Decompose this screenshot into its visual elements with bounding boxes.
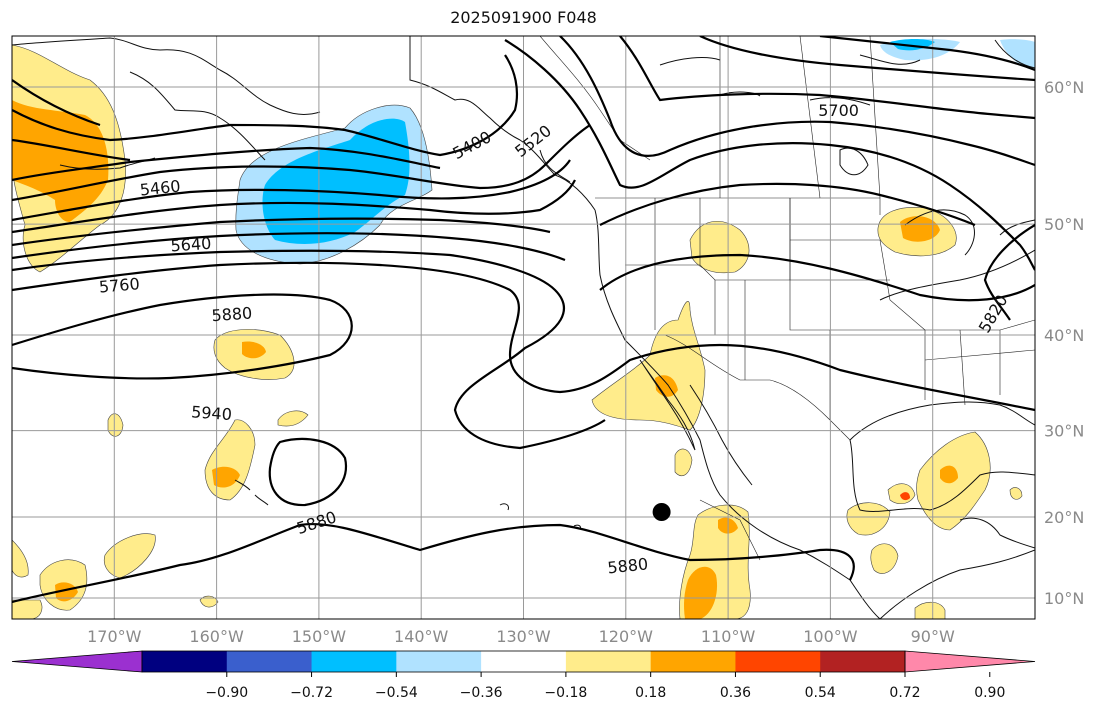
longitude-tick-label: 140°W bbox=[394, 627, 449, 646]
contour-5760 bbox=[12, 232, 566, 262]
latitude-tick-label: 10°N bbox=[1044, 589, 1084, 608]
colorbar-tick-label: 0.90 bbox=[974, 685, 1005, 701]
contour-5940 bbox=[12, 293, 353, 380]
colorbar-tick-label: −0.18 bbox=[544, 685, 587, 701]
colorbar-segment bbox=[311, 651, 397, 672]
contour-label: 5640 bbox=[170, 234, 212, 256]
colorbar-extend-low bbox=[11, 650, 143, 673]
contour-5820-east bbox=[599, 253, 1035, 302]
longitude-tick-label: 90°W bbox=[911, 627, 955, 646]
colorbar-tick-label: −0.72 bbox=[290, 685, 333, 701]
longitude-tick-label: 150°W bbox=[292, 627, 347, 646]
latitude-tick-label: 30°N bbox=[1044, 422, 1084, 441]
latitude-tick-label: 50°N bbox=[1044, 215, 1084, 234]
contour-north-a bbox=[504, 39, 1035, 271]
contour-label: 5460 bbox=[139, 176, 181, 199]
colorbar-extend-high bbox=[904, 650, 1036, 673]
black-dot bbox=[652, 502, 671, 521]
contour-label: 5700 bbox=[818, 101, 859, 120]
longitude-tick-label: 160°W bbox=[189, 627, 244, 646]
colorbar-tick-label: 0.36 bbox=[720, 685, 751, 701]
coastlines bbox=[12, 36, 1035, 619]
colorbar: −0.90 −0.72 −0.54 −0.36 −0.18 0.18 0.36 0.54 0.7… bbox=[11, 650, 1036, 701]
colorbar-segment bbox=[226, 651, 313, 672]
longitude-tick-label: 120°W bbox=[599, 627, 654, 646]
map-title: 2025091900 F048 bbox=[450, 8, 597, 27]
colorbar-tick-label: −0.36 bbox=[460, 685, 503, 701]
contour-5640-east bbox=[599, 182, 976, 227]
contour-5700 bbox=[12, 217, 551, 247]
longitude-tick-label: 170°W bbox=[87, 627, 142, 646]
longitude-tick-label: 130°W bbox=[496, 627, 551, 646]
colorbar-tick-label: 0.18 bbox=[635, 685, 666, 701]
contour-north-b bbox=[559, 36, 1035, 167]
colorbar-tick-label: 0.72 bbox=[889, 685, 920, 701]
contour-label: 5760 bbox=[98, 274, 140, 296]
longitude-tick-labels: 170°W 160°W 150°W 140°W 130°W 120°W 110°W 100°W… bbox=[87, 627, 955, 646]
contour-5880-south bbox=[12, 522, 855, 604]
contour-5760-east bbox=[983, 224, 1035, 321]
contour-5820 bbox=[12, 249, 606, 450]
contour-5280 bbox=[12, 79, 101, 127]
contour-north-d bbox=[699, 36, 1035, 82]
height-contours bbox=[12, 36, 1035, 604]
contour-5520 bbox=[12, 124, 591, 202]
colorbar-segment bbox=[820, 651, 906, 672]
colorbar-segment bbox=[650, 651, 736, 672]
latitude-tick-label: 60°N bbox=[1044, 78, 1084, 97]
contour-5880-closed bbox=[268, 437, 348, 507]
contour-5580 bbox=[12, 159, 571, 222]
longitude-tick-label: 110°W bbox=[701, 627, 756, 646]
contour-label: 5880 bbox=[211, 303, 253, 325]
gridlines bbox=[12, 36, 1035, 619]
colorbar-frame bbox=[141, 650, 906, 673]
contour-5640 bbox=[12, 179, 576, 234]
colorbar-tick-label: −0.54 bbox=[375, 685, 418, 701]
contour-north-c bbox=[619, 36, 1035, 120]
latitude-tick-labels: 60°N 50°N 40°N 30°N 20°N 10°N bbox=[1044, 78, 1084, 608]
plot-frame bbox=[11, 35, 1036, 620]
latitude-tick-label: 40°N bbox=[1044, 326, 1084, 345]
colorbar-segment bbox=[565, 651, 652, 672]
contour-5340 bbox=[12, 54, 519, 157]
colorbar-tick-label: 0.54 bbox=[805, 685, 836, 701]
contour-5400 bbox=[12, 138, 131, 162]
contour-5460 bbox=[12, 146, 441, 182]
colorbar-tick-label: −0.90 bbox=[205, 685, 248, 701]
colorbar-segment bbox=[735, 651, 821, 672]
contour-north-e bbox=[819, 36, 1035, 72]
longitude-tick-label: 100°W bbox=[803, 627, 858, 646]
contour-label: 5880 bbox=[607, 554, 649, 577]
contour-label: 5940 bbox=[191, 402, 233, 424]
colorbar-segment bbox=[481, 651, 567, 672]
contour-5880-main bbox=[12, 261, 1035, 412]
colorbar-segment bbox=[396, 651, 482, 672]
colorbar-segment bbox=[142, 651, 228, 672]
latitude-tick-label: 20°N bbox=[1044, 508, 1084, 527]
